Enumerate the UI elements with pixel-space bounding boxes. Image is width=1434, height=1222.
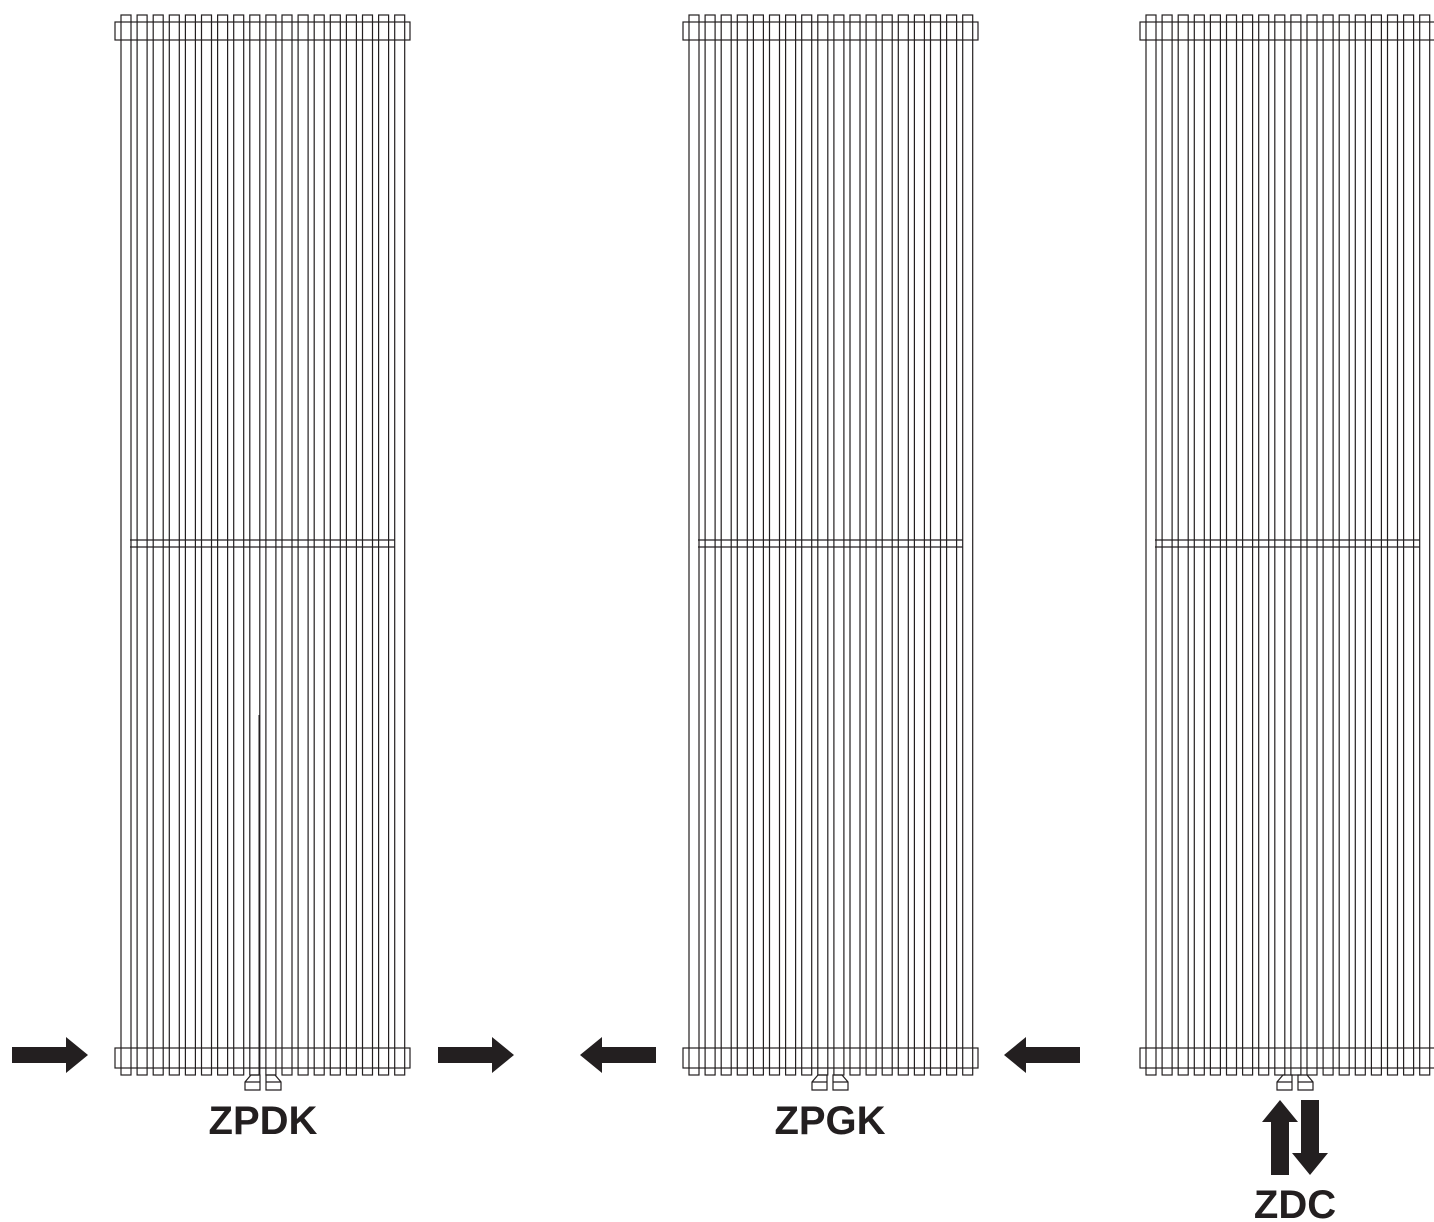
tube (1177, 14, 1189, 1076)
header-top (114, 21, 411, 41)
tube (168, 14, 180, 1076)
tube (313, 14, 325, 1076)
tube (929, 14, 942, 1076)
tube (1354, 14, 1366, 1076)
tube (1402, 14, 1415, 1076)
tube (817, 14, 829, 1076)
tube (784, 14, 797, 1076)
tube (152, 14, 164, 1076)
tube (249, 14, 261, 1076)
tube (881, 14, 893, 1076)
label: ZDC (1254, 1183, 1336, 1222)
tube (768, 14, 781, 1076)
tube (720, 14, 732, 1076)
tube (962, 14, 974, 1076)
tube (1145, 14, 1157, 1076)
arrow-right (438, 1037, 514, 1073)
arrows (12, 1037, 1328, 1175)
tube (217, 14, 229, 1076)
tube (1370, 14, 1383, 1076)
tube (136, 14, 148, 1076)
radiators (114, 14, 1434, 1091)
header-top (682, 21, 979, 41)
tube (1386, 14, 1399, 1076)
header-bottom (682, 1047, 979, 1069)
header-bottom (114, 1047, 411, 1069)
arrow-left (580, 1037, 656, 1073)
tube (945, 14, 958, 1076)
tube (1225, 14, 1238, 1076)
tube (849, 14, 861, 1076)
tube (329, 14, 341, 1076)
header-top (1139, 21, 1434, 41)
tube (801, 14, 813, 1076)
tube (345, 14, 357, 1076)
arrow-down (1292, 1100, 1328, 1175)
label: ZPGK (774, 1099, 885, 1143)
tube (704, 14, 716, 1076)
tube (752, 14, 765, 1076)
tube (394, 14, 406, 1076)
tube (1419, 14, 1431, 1076)
valve (1297, 1074, 1314, 1091)
arrow-right (12, 1037, 88, 1073)
valve (1276, 1074, 1293, 1091)
tube (378, 14, 390, 1076)
valve (811, 1074, 828, 1091)
tube (1209, 14, 1222, 1076)
tube (1241, 14, 1254, 1076)
tube (1338, 14, 1350, 1076)
tube (361, 14, 374, 1076)
tube (1161, 14, 1173, 1076)
tube (1258, 14, 1270, 1076)
tube (200, 14, 213, 1076)
header-bottom (1139, 1047, 1434, 1069)
tube (865, 14, 877, 1076)
tube (688, 14, 700, 1076)
arrow-left (1004, 1037, 1080, 1073)
tube (1193, 14, 1205, 1076)
tube (913, 14, 926, 1076)
tube (1274, 14, 1286, 1076)
tube (1306, 14, 1318, 1076)
tube (897, 14, 909, 1076)
tube (265, 14, 277, 1076)
tube (1290, 14, 1302, 1076)
valve (832, 1074, 849, 1091)
tube (297, 14, 309, 1076)
tube (184, 14, 196, 1076)
arrow-up (1262, 1100, 1298, 1175)
tube (120, 14, 132, 1076)
tube (233, 14, 245, 1076)
valve (244, 1074, 261, 1091)
tube (281, 14, 293, 1076)
tube (833, 14, 845, 1076)
valve (265, 1074, 282, 1091)
tube (1322, 14, 1334, 1076)
label: ZPDK (209, 1099, 318, 1143)
tube (736, 14, 748, 1076)
